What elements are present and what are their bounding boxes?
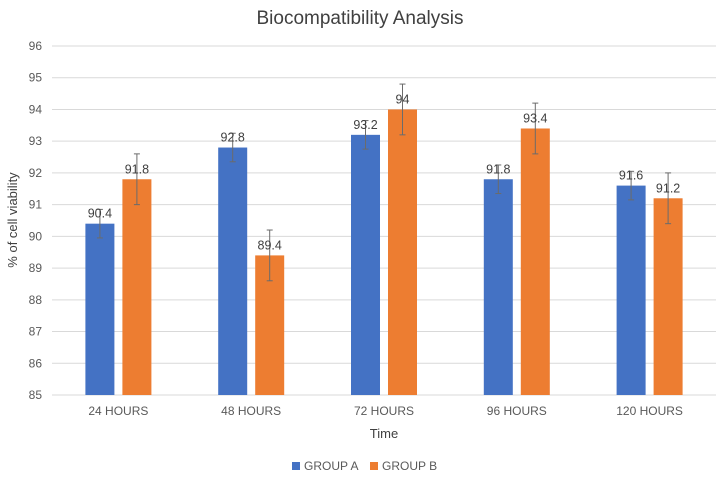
data-label: 89.4 xyxy=(258,238,282,252)
data-label: 92.8 xyxy=(221,131,245,145)
y-tick-label: 86 xyxy=(29,356,43,370)
x-tick-label: 120 HOURS xyxy=(616,404,683,418)
y-tick-label: 92 xyxy=(29,166,43,180)
y-tick-label: 89 xyxy=(29,261,43,275)
y-tick-label: 96 xyxy=(29,39,43,53)
x-tick-label: 72 HOURS xyxy=(354,404,414,418)
y-tick-label: 90 xyxy=(29,229,43,243)
bar-group-b xyxy=(388,109,417,396)
y-tick-label: 93 xyxy=(29,134,43,148)
data-label: 91.8 xyxy=(125,162,149,176)
legend-swatch xyxy=(292,462,300,470)
bar-group-b xyxy=(122,179,152,395)
x-tick-labels: 24 HOURS 48 HOURS 72 HOURS 96 HOURS 120 HOUR… xyxy=(88,404,683,418)
bar-group-b xyxy=(653,198,683,395)
y-tick-labels: 85 86 87 88 89 90 91 92 93 94 95 96 xyxy=(29,39,43,402)
bar-group-a xyxy=(218,147,248,395)
data-label: 91.8 xyxy=(486,162,510,176)
error-bars xyxy=(96,83,672,282)
data-label: 94 xyxy=(396,92,410,106)
data-label: 93.2 xyxy=(353,118,377,132)
data-label: 93.4 xyxy=(523,111,547,125)
legend: GROUP A GROUP B xyxy=(292,459,437,473)
legend-label: GROUP B xyxy=(382,459,437,473)
y-tick-label: 94 xyxy=(29,102,43,116)
chart-title: Biocompatibility Analysis xyxy=(257,8,464,29)
gridlines xyxy=(52,45,716,396)
data-label: 91.2 xyxy=(656,181,680,195)
y-axis-title: % of cell viability xyxy=(5,172,20,268)
bar-group-a xyxy=(351,134,380,395)
y-tick-label: 88 xyxy=(29,293,43,307)
bar-group-b xyxy=(520,128,550,395)
y-tick-label: 87 xyxy=(29,325,43,339)
data-label: 90.4 xyxy=(88,207,112,221)
data-labels: 90.4 91.8 92.8 89.4 93.2 94 91.8 93.4 91.6 91.2 xyxy=(88,92,681,252)
bar-group-a xyxy=(616,185,646,395)
y-tick-label: 85 xyxy=(29,388,43,402)
bars xyxy=(85,109,683,396)
legend-label: GROUP A xyxy=(304,459,358,473)
x-tick-label: 96 HOURS xyxy=(487,404,547,418)
legend-swatch xyxy=(370,462,378,470)
data-label: 91.6 xyxy=(619,169,643,183)
x-tick-label: 24 HOURS xyxy=(88,404,148,418)
x-axis-title: Time xyxy=(370,426,398,441)
x-tick-label: 48 HOURS xyxy=(221,404,281,418)
y-tick-label: 95 xyxy=(29,71,43,85)
bar-group-a xyxy=(85,223,115,395)
y-tick-label: 91 xyxy=(29,198,43,212)
bar-group-a xyxy=(483,179,513,395)
